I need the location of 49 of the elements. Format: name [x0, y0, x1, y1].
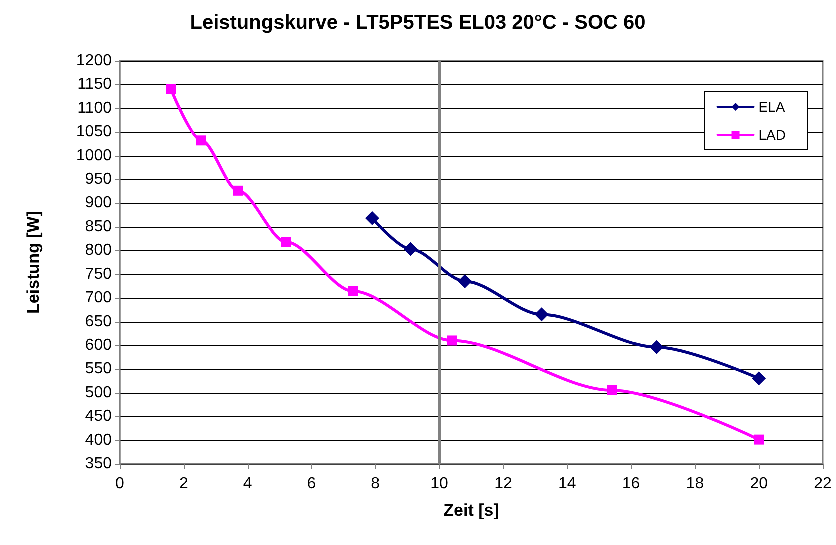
point	[196, 136, 206, 146]
legend-label: ELA	[758, 99, 786, 115]
y-tick-label: 550	[85, 360, 112, 378]
y-tick-label: 1100	[78, 100, 112, 117]
point	[348, 286, 358, 296]
point	[447, 336, 458, 346]
y-tick-label: 700	[85, 290, 112, 307]
x-tick-label: 20	[750, 476, 768, 492]
chart-title: Leistungskurve - LT5P5TES EL03 20°C - SOC 60	[190, 12, 646, 34]
y-tick-label: 450	[85, 408, 112, 426]
y-tick-label: 1150	[78, 76, 112, 94]
legend-label: LAD	[758, 127, 786, 143]
x-axis-title: Zeit [s]	[444, 501, 500, 520]
x-tick-label: 2	[179, 476, 188, 492]
y-tick-label: 400	[85, 432, 112, 449]
y-tick-label: 650	[85, 313, 112, 330]
point	[365, 211, 380, 226]
x-tick-label: 18	[686, 476, 704, 492]
x-tick-label: 8	[371, 476, 380, 492]
y-tick-label: 900	[85, 194, 112, 212]
x-tick-label: 6	[307, 476, 316, 492]
y-tick-label: 750	[85, 266, 112, 283]
y-tick-label: 350	[85, 456, 112, 472]
y-tick-label: 950	[85, 171, 112, 188]
x-tick-label: 4	[243, 476, 252, 492]
y-tick-label: 1200	[76, 52, 112, 70]
point	[534, 308, 549, 322]
x-tick-label: 22	[814, 476, 832, 492]
y-axis-title: Leistung [W]	[24, 211, 43, 314]
point	[233, 186, 244, 196]
point	[166, 84, 176, 94]
point	[607, 386, 618, 396]
point	[650, 340, 664, 354]
y-tick-label: 850	[85, 218, 112, 236]
y-tick-label: 1000	[76, 147, 112, 164]
y-tick-label: 500	[85, 384, 112, 402]
point	[752, 372, 766, 386]
x-tick-label: 14	[558, 476, 576, 492]
point	[458, 274, 472, 288]
x-tick-label: 12	[494, 476, 512, 492]
y-tick-label: 600	[85, 336, 112, 354]
point	[281, 237, 292, 248]
x-tick-label: 10	[430, 476, 449, 492]
point	[404, 242, 418, 256]
y-tick-label: 800	[85, 242, 112, 260]
x-tick-label: 0	[116, 476, 125, 492]
x-tick-label: 16	[622, 476, 640, 492]
point	[754, 434, 764, 445]
y-tick-label: 1050	[76, 124, 112, 141]
